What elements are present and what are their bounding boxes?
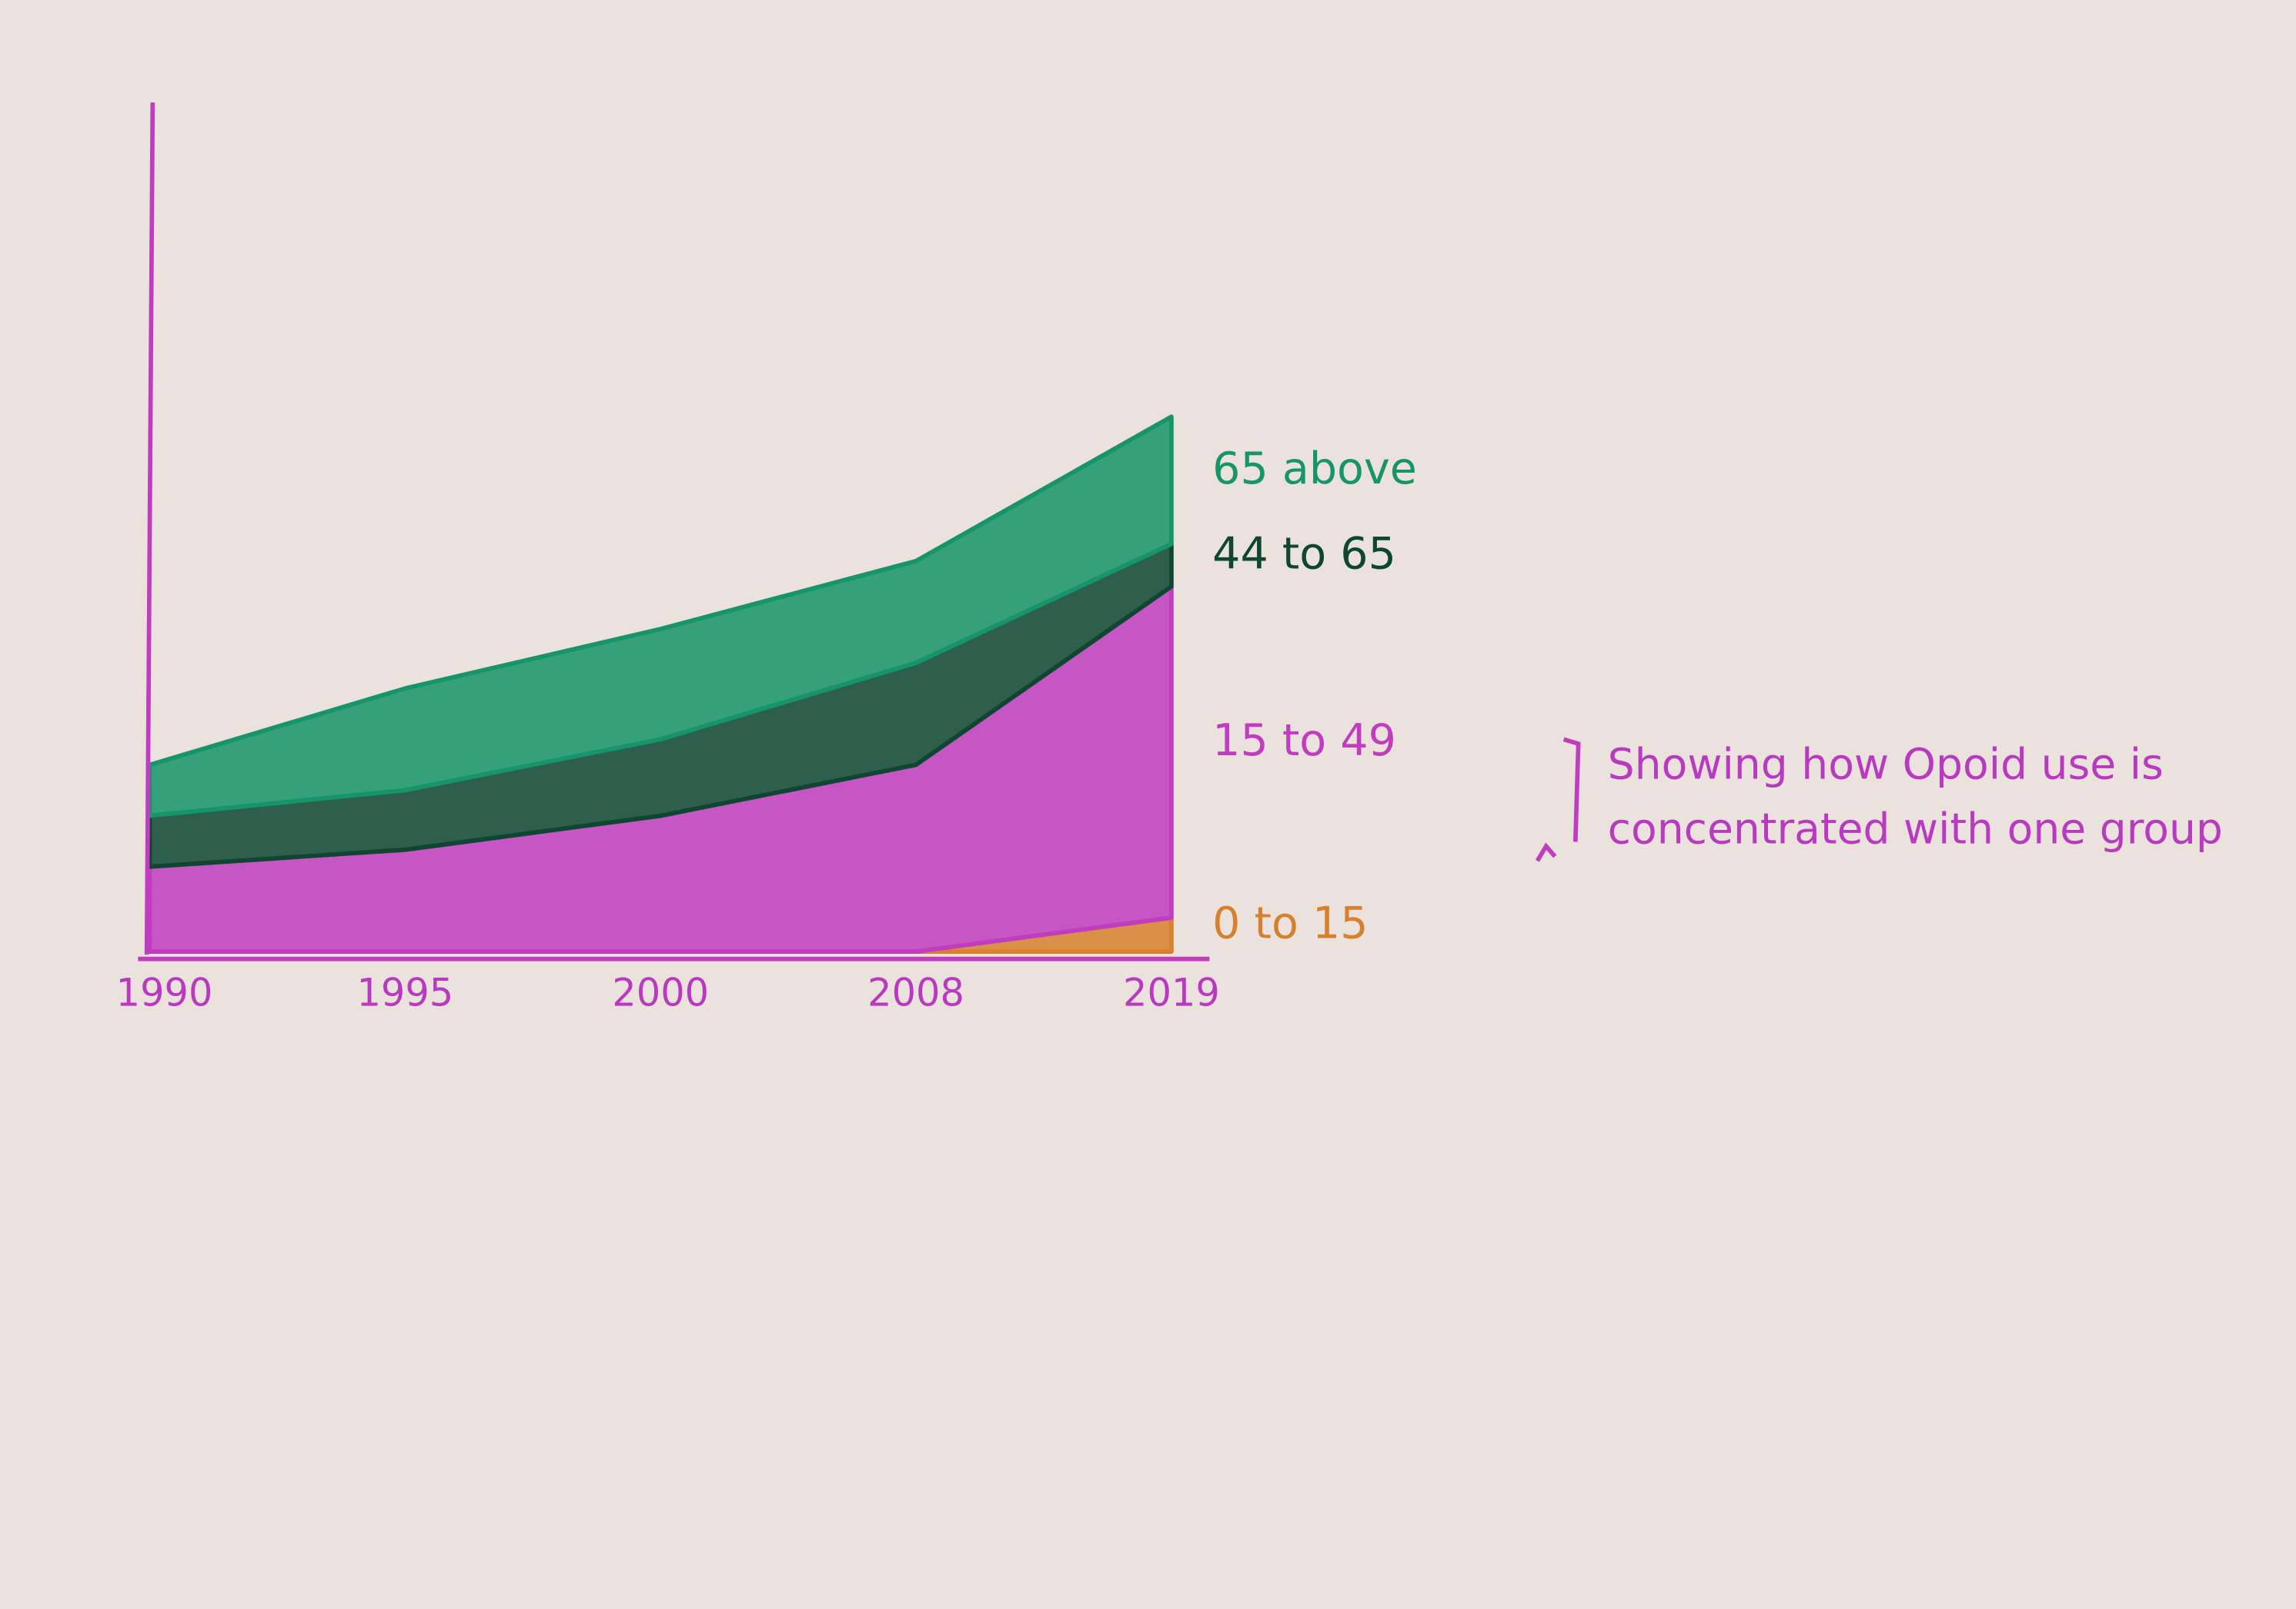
x-tick-label: 2019 (1123, 971, 1220, 1015)
annotation-box: Showing how Opoid use is concentrated wi… (1607, 739, 2223, 854)
x-tick-label: 2008 (867, 971, 964, 1015)
x-tick-label: 1990 (116, 971, 213, 1015)
area (147, 414, 1174, 818)
series-label: 0 to 15 (1212, 898, 1368, 948)
series-label: 65 above (1212, 443, 1417, 494)
areas (147, 414, 1174, 954)
series-label: 15 to 49 (1212, 715, 1396, 766)
x-tick-label: 2000 (612, 971, 709, 1015)
annotation: Showing how Opoid use is concentrated wi… (1607, 739, 2223, 854)
y-axis (144, 102, 155, 955)
series-label: 44 to 65 (1212, 528, 1396, 579)
x-tick-label: 1995 (356, 971, 453, 1015)
bracket (1535, 737, 1581, 862)
